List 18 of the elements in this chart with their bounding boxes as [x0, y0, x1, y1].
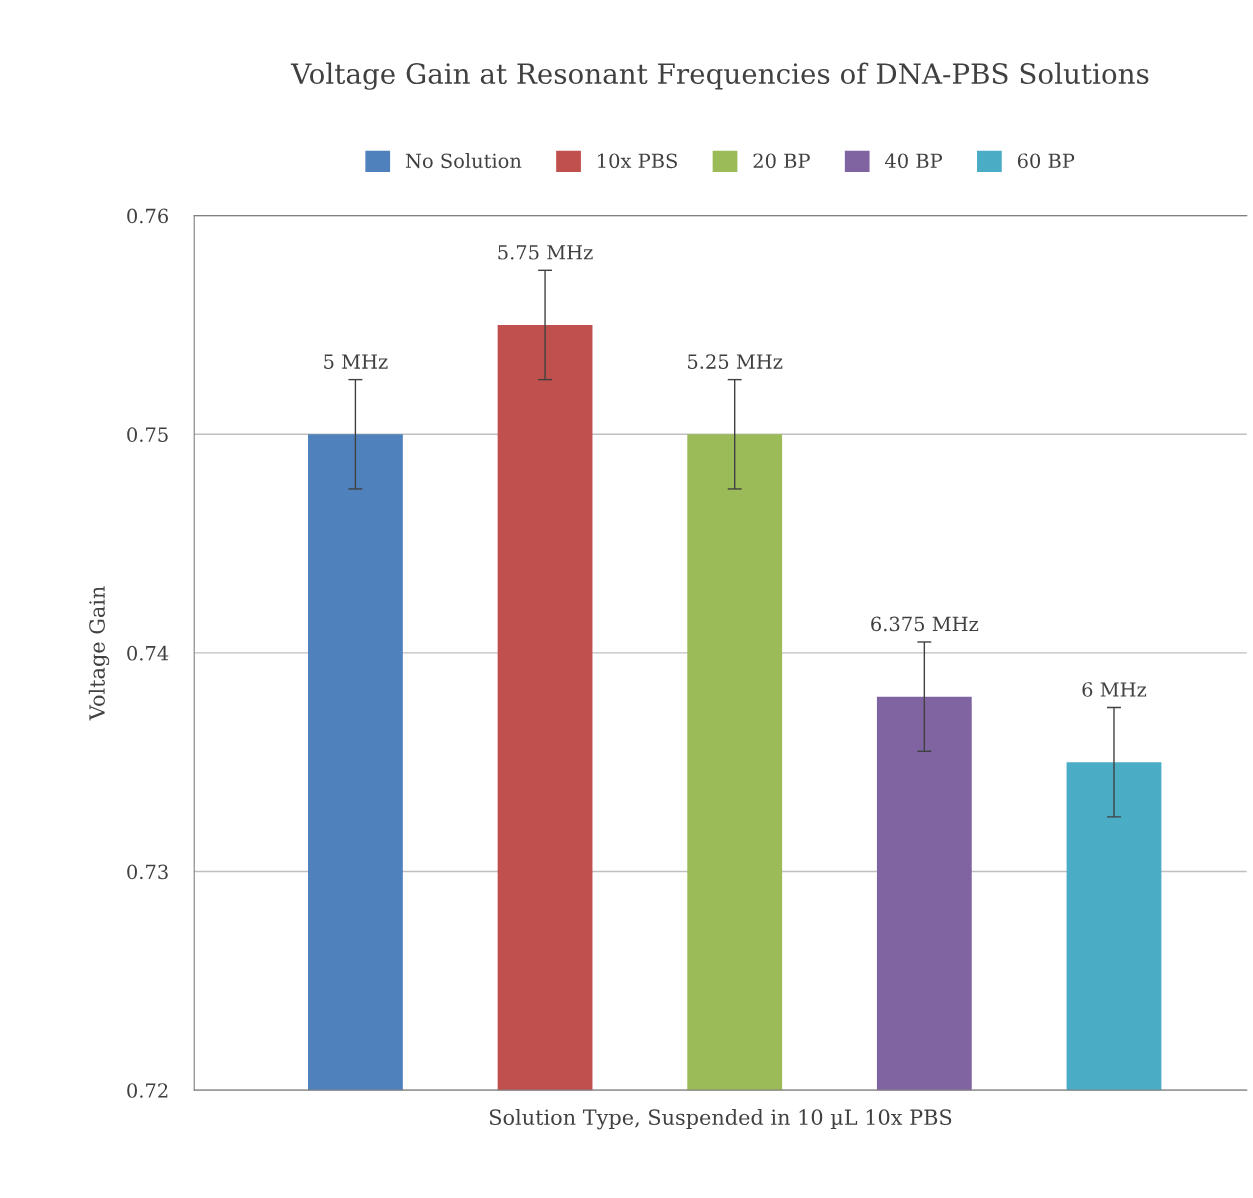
legend-label: 60 BP	[1017, 153, 1075, 169]
chart-title: Voltage Gain at Resonant Frequencies of DNA-PBS Solutions	[290, 62, 1149, 90]
y-tick-label: 0.76	[127, 208, 168, 224]
legend-label: 10x PBS	[598, 153, 677, 169]
y-axis-title: Voltage Gain	[88, 586, 110, 721]
legend-label: No Solution	[405, 153, 522, 169]
y-tick-label: 0.75	[127, 427, 168, 442]
legend-label: 40 BP	[885, 153, 943, 169]
legend-label: 20 BP	[753, 153, 810, 169]
annotation: 6.375 MHz	[871, 616, 979, 632]
y-tick-label: 0.74	[127, 645, 169, 661]
annotation: 6 MHz	[1082, 682, 1147, 697]
annotation: 5 MHz	[324, 354, 388, 369]
y-tick-label: 0.73	[127, 864, 168, 880]
y-tick-label: 0.72	[127, 1083, 168, 1098]
annotation: 5.25 MHz	[688, 354, 783, 369]
x-axis-title: Solution Type, Suspended in 10 µL 10x PBS	[489, 1108, 952, 1130]
annotation: 5.75 MHz	[498, 245, 593, 260]
